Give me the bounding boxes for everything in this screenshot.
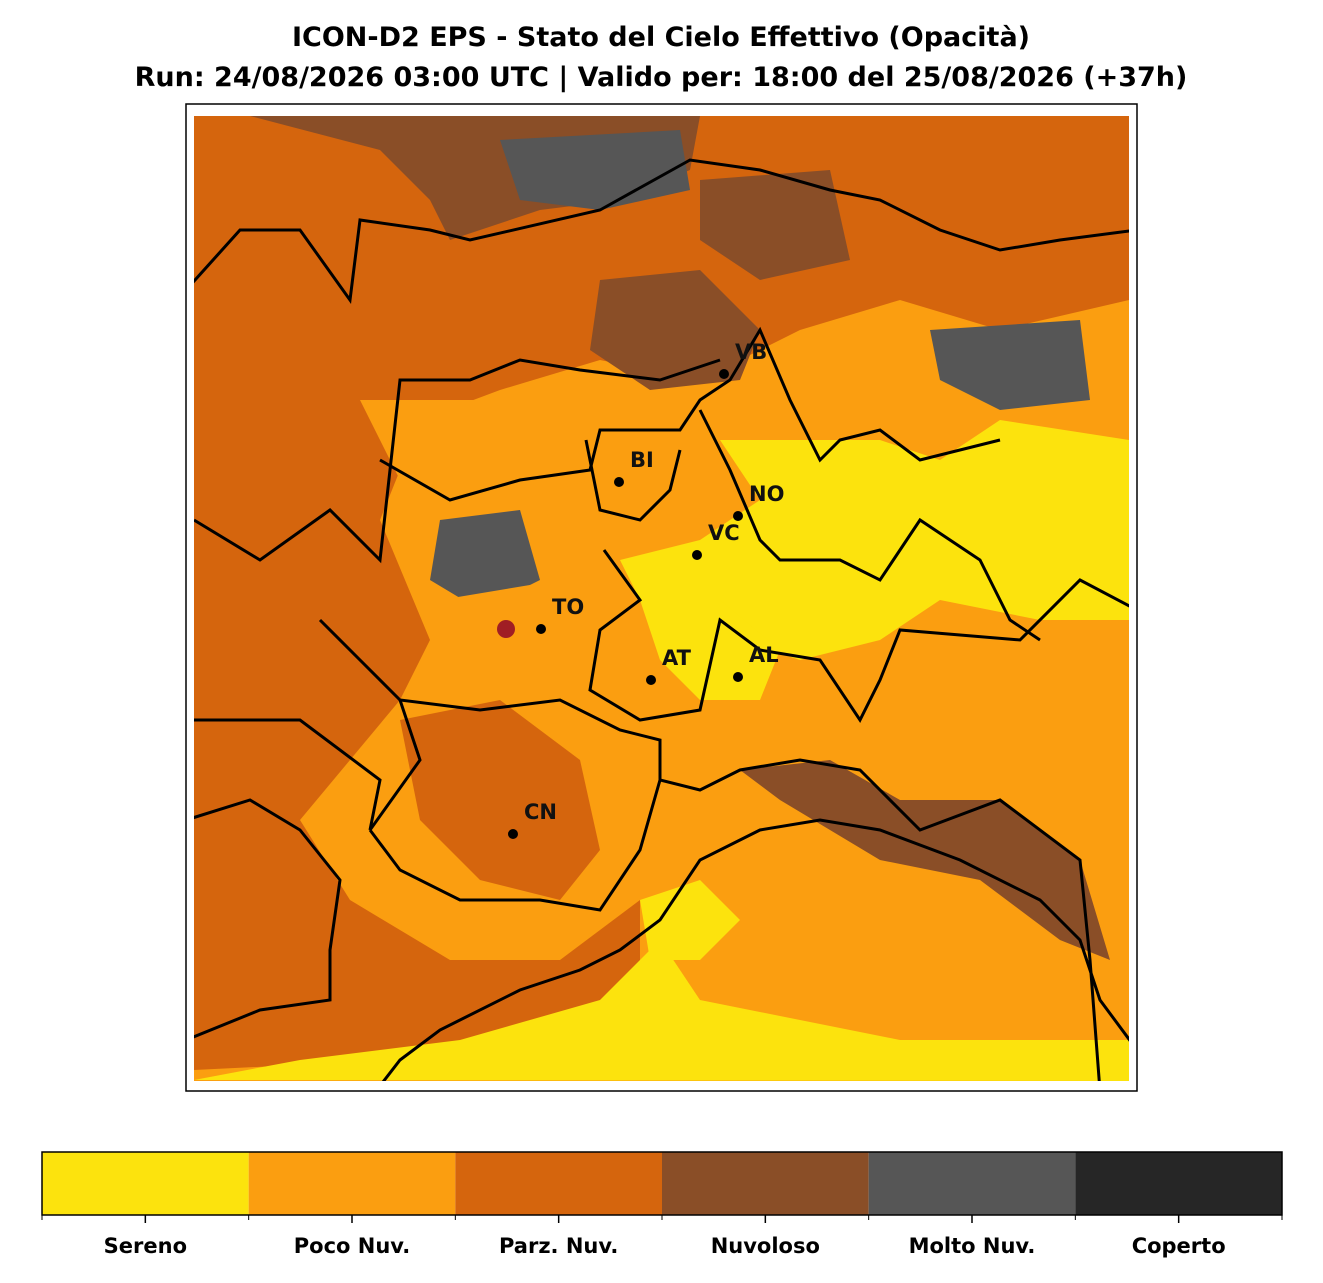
city-dot bbox=[508, 829, 518, 839]
marker bbox=[497, 620, 515, 638]
clear-area bbox=[194, 940, 1129, 1081]
clear-area bbox=[640, 880, 740, 960]
title: ICON-D2 EPS - Stato del Cielo Effettivo … bbox=[292, 22, 1030, 53]
cloud-area bbox=[360, 400, 590, 500]
city-label: VC bbox=[708, 521, 740, 545]
colorbar-segment bbox=[248, 1152, 456, 1215]
colorbar-segment bbox=[455, 1152, 662, 1215]
city-dot bbox=[614, 477, 624, 487]
colorbar-segment bbox=[42, 1152, 249, 1215]
city-label: NO bbox=[749, 482, 784, 506]
colorbar-label: Coperto bbox=[1132, 1234, 1226, 1258]
colorbar-label: Sereno bbox=[104, 1234, 187, 1258]
colorbar-segment bbox=[662, 1152, 869, 1215]
colorbar-label: Nuvoloso bbox=[711, 1234, 820, 1258]
city-label: BI bbox=[630, 448, 654, 472]
map: VB BI NO VC TO AT AL CN bbox=[185, 103, 1138, 1092]
city-dot bbox=[536, 624, 546, 634]
clear-area bbox=[640, 600, 780, 700]
colorbar-label: Molto Nuv. bbox=[909, 1234, 1036, 1258]
cloud-area bbox=[700, 170, 850, 280]
city-label: CN bbox=[524, 800, 557, 824]
city-dot bbox=[733, 672, 743, 682]
colorbar-label: Poco Nuv. bbox=[294, 1234, 410, 1258]
city-label: VB bbox=[735, 340, 767, 364]
city-dot bbox=[646, 675, 656, 685]
colorbar-frame bbox=[41, 1151, 1283, 1216]
cloud-area bbox=[930, 320, 1090, 410]
colorbar-segment bbox=[868, 1152, 1076, 1215]
cloud-area bbox=[430, 510, 540, 610]
cloud-area bbox=[740, 760, 1110, 960]
city-label: AT bbox=[662, 646, 692, 670]
city-dot bbox=[692, 550, 702, 560]
cloud-area bbox=[440, 580, 640, 700]
city-label: TO bbox=[552, 595, 584, 619]
subtitle: Run: 24/08/2026 03:00 UTC | Valido per: … bbox=[135, 62, 1188, 93]
cloud-area bbox=[194, 116, 1129, 820]
cloud-area bbox=[194, 820, 640, 1070]
city-dot bbox=[733, 511, 743, 521]
map-frame bbox=[185, 103, 1138, 1092]
colorbar: Sereno Poco Nuv. Parz. Nuv. Nuvoloso Molto N… bbox=[41, 1151, 1283, 1258]
clear-area bbox=[620, 420, 1129, 660]
cloud-area bbox=[400, 700, 600, 900]
borders bbox=[194, 158, 1129, 1081]
colorbar-segment bbox=[1075, 1152, 1282, 1215]
colorbar-label: Parz. Nuv. bbox=[499, 1234, 618, 1258]
cloud-area bbox=[500, 130, 690, 210]
city-label: AL bbox=[749, 643, 779, 667]
city-dot bbox=[719, 369, 729, 379]
